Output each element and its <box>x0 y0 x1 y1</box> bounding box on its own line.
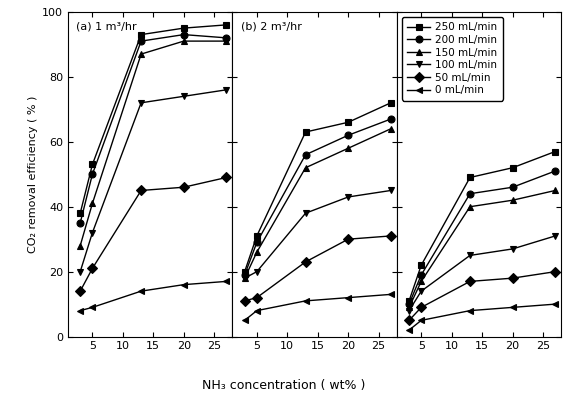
Text: NH₃ concentration ( wt% ): NH₃ concentration ( wt% ) <box>202 379 365 392</box>
Legend: 250 mL/min, 200 mL/min, 150 mL/min, 100 mL/min, 50 mL/min, 0 mL/min: 250 mL/min, 200 mL/min, 150 mL/min, 100 … <box>402 17 503 101</box>
Text: (c) 3 m³/hr: (c) 3 m³/hr <box>405 22 465 32</box>
Text: (a) 1 m³/hr: (a) 1 m³/hr <box>76 22 137 32</box>
Y-axis label: CO₂ removal efficiency ( % ): CO₂ removal efficiency ( % ) <box>28 95 38 253</box>
Text: (b) 2 m³/hr: (b) 2 m³/hr <box>240 22 302 32</box>
